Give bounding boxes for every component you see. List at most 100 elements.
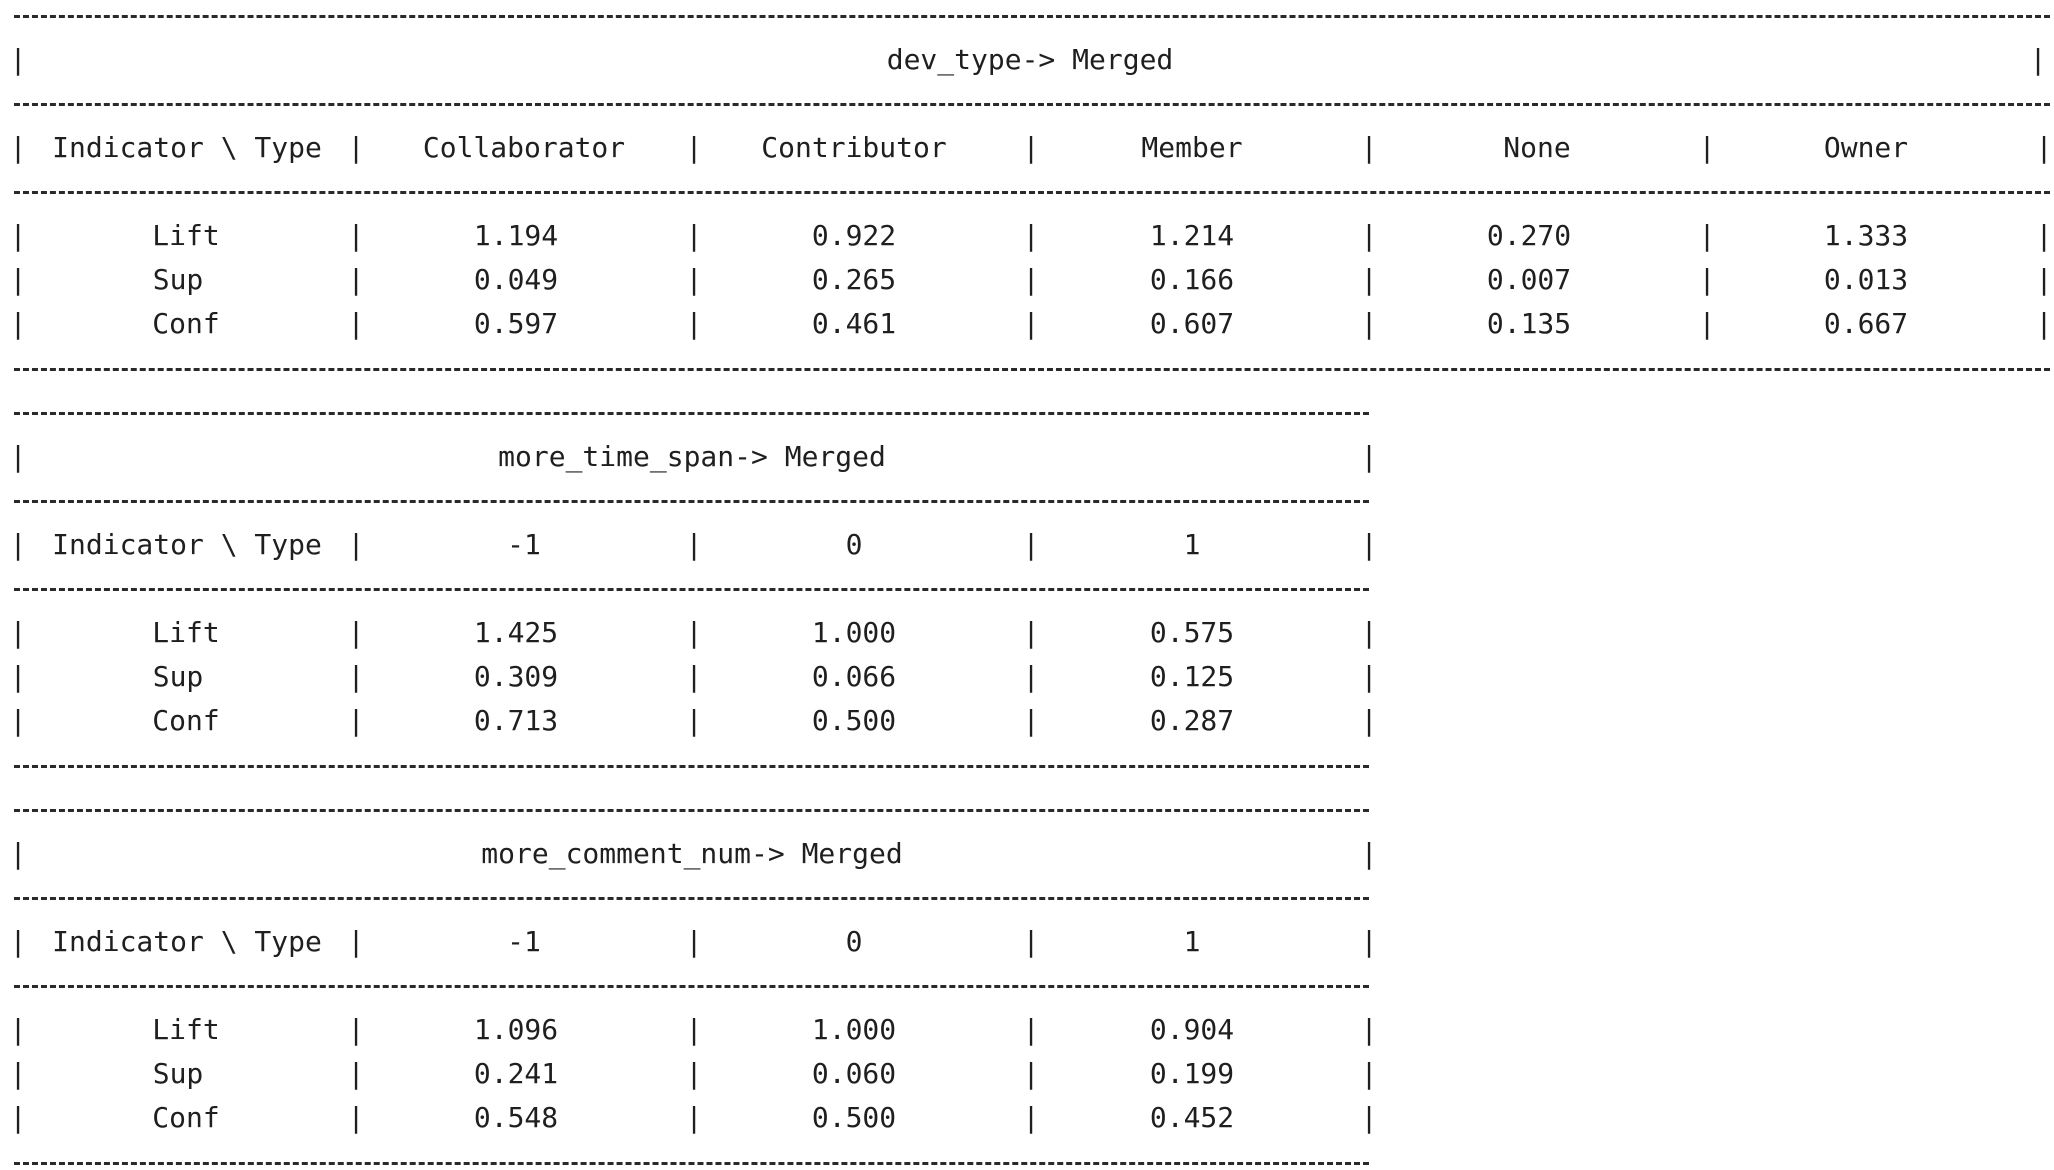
column-bar: | — [9, 219, 27, 252]
cell-value: 0.135 — [1486, 307, 1572, 340]
dashed-separator — [14, 897, 1369, 900]
column-bar: | — [1360, 1057, 1378, 1090]
column-bar: | — [9, 1057, 27, 1090]
column-bar: | — [347, 528, 365, 561]
column-bar: | — [2035, 131, 2053, 164]
column-bar: | — [685, 131, 703, 164]
column-bar: | — [685, 616, 703, 649]
column-bar: | — [9, 660, 27, 693]
cell-value: 0.500 — [811, 704, 897, 737]
column-bar: | — [1022, 704, 1040, 737]
row-label: Conf — [152, 1101, 220, 1134]
column-bar: | — [2029, 43, 2047, 76]
cell-value: 0.922 — [811, 219, 897, 252]
cell-value: 0.452 — [1149, 1101, 1235, 1134]
column-bar: | — [1022, 616, 1040, 649]
row-label: Sup — [152, 1057, 204, 1090]
column-bar: | — [1360, 131, 1378, 164]
header-label: Indicator \ Type — [52, 131, 322, 164]
column-bar: | — [685, 704, 703, 737]
column-bar: | — [9, 1013, 27, 1046]
column-bar: | — [347, 219, 365, 252]
table-title: more_time_span-> Merged — [498, 440, 886, 473]
cell-value: 0.270 — [1486, 219, 1572, 252]
column-bar: | — [685, 1057, 703, 1090]
cell-value: 0.199 — [1149, 1057, 1235, 1090]
row-label: Lift — [152, 1013, 220, 1046]
cell-value: 0.500 — [811, 1101, 897, 1134]
header-label: Indicator \ Type — [52, 528, 322, 561]
dashed-separator — [14, 765, 1369, 768]
column-bar: | — [1022, 1057, 1040, 1090]
cell-value: 1.333 — [1823, 219, 1909, 252]
cell-value: 1.214 — [1149, 219, 1235, 252]
column-bar: | — [685, 528, 703, 561]
column-bar: | — [9, 1101, 27, 1134]
column-bar: | — [685, 219, 703, 252]
table-title: dev_type-> Merged — [886, 43, 1174, 76]
table-title: more_comment_num-> Merged — [481, 837, 903, 870]
column-bar: | — [2035, 307, 2053, 340]
column-bar: | — [347, 1057, 365, 1090]
cell-value: 0.461 — [811, 307, 897, 340]
cell-value: 1.000 — [811, 616, 897, 649]
cell-value: 1.194 — [473, 219, 559, 252]
column-bar: | — [2035, 263, 2053, 296]
cell-value: 0.007 — [1486, 263, 1572, 296]
column-header: None — [1503, 131, 1571, 164]
dashed-separator — [14, 588, 1369, 591]
column-bar: | — [1022, 1013, 1040, 1046]
dashed-separator — [14, 809, 1369, 812]
dashed-separator — [14, 368, 2050, 371]
cell-value: 0.904 — [1149, 1013, 1235, 1046]
header-label: Indicator \ Type — [52, 925, 322, 958]
dashed-separator — [14, 15, 2050, 18]
column-header: Contributor — [761, 131, 947, 164]
column-bar: | — [9, 263, 27, 296]
row-label: Conf — [152, 307, 220, 340]
column-header: 0 — [845, 925, 863, 958]
column-bar: | — [347, 131, 365, 164]
column-bar: | — [1022, 528, 1040, 561]
column-bar: | — [1698, 307, 1716, 340]
column-bar: | — [347, 1101, 365, 1134]
column-bar: | — [9, 440, 27, 473]
column-bar: | — [347, 704, 365, 737]
cell-value: 0.597 — [473, 307, 559, 340]
column-header: 0 — [845, 528, 863, 561]
column-bar: | — [1360, 1013, 1378, 1046]
column-header: -1 — [507, 528, 541, 561]
cell-value: 0.265 — [811, 263, 897, 296]
column-bar: | — [1022, 131, 1040, 164]
column-header: -1 — [507, 925, 541, 958]
cell-value: 0.166 — [1149, 263, 1235, 296]
cell-value: 0.060 — [811, 1057, 897, 1090]
column-bar: | — [347, 925, 365, 958]
column-bar: | — [1698, 219, 1716, 252]
cell-value: 0.049 — [473, 263, 559, 296]
row-label: Sup — [152, 660, 204, 693]
column-bar: | — [9, 837, 27, 870]
column-bar: | — [1360, 616, 1378, 649]
column-bar: | — [1022, 307, 1040, 340]
column-bar: | — [2035, 219, 2053, 252]
row-label: Conf — [152, 704, 220, 737]
column-bar: | — [347, 660, 365, 693]
column-bar: | — [1360, 837, 1378, 870]
cell-value: 0.241 — [473, 1057, 559, 1090]
row-label: Lift — [152, 616, 220, 649]
column-header: Owner — [1823, 131, 1909, 164]
column-bar: | — [685, 307, 703, 340]
column-bar: | — [685, 660, 703, 693]
column-bar: | — [9, 43, 27, 76]
cell-value: 0.607 — [1149, 307, 1235, 340]
column-bar: | — [1360, 528, 1378, 561]
column-bar: | — [1360, 263, 1378, 296]
dashed-separator — [14, 1162, 1369, 1165]
column-header: Collaborator — [422, 131, 626, 164]
cell-value: 0.713 — [473, 704, 559, 737]
column-bar: | — [9, 528, 27, 561]
cell-value: 0.575 — [1149, 616, 1235, 649]
column-header: 1 — [1183, 528, 1201, 561]
